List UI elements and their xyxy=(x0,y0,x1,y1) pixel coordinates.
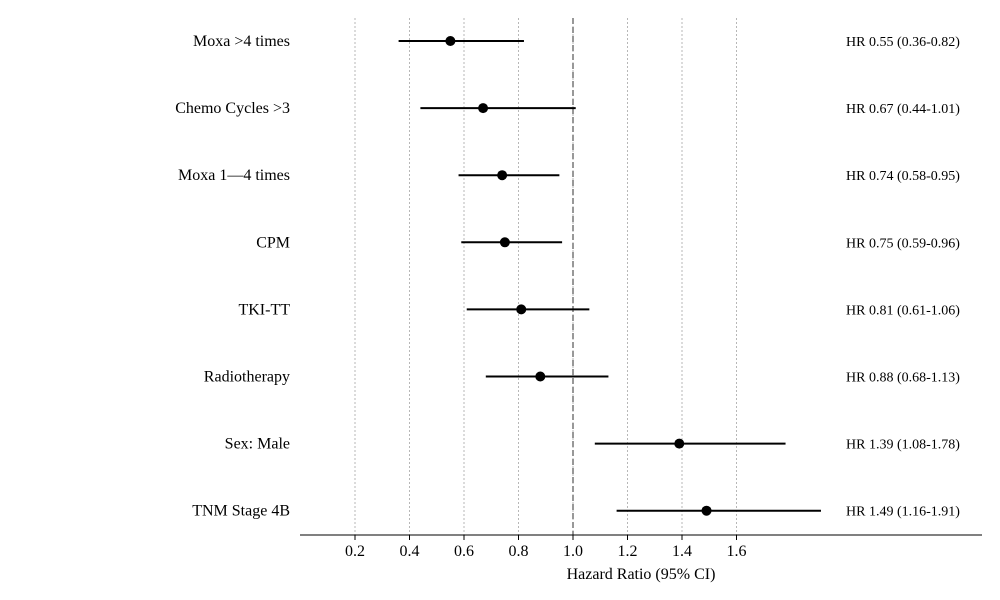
forest-row: Sex: Male HR 1.39 (1.08-1.78) xyxy=(225,436,961,453)
row-label: Moxa 1—4 times xyxy=(178,167,290,184)
forest-row: Moxa 1—4 times HR 0.74 (0.58-0.95) xyxy=(178,167,960,184)
hr-point xyxy=(701,505,712,516)
x-tick-label: 1.4 xyxy=(672,543,692,560)
hr-point xyxy=(674,438,685,449)
forest-row: CPM HR 0.75 (0.59-0.96) xyxy=(256,234,960,251)
forest-row: Radiotherapy HR 0.88 (0.68-1.13) xyxy=(204,369,960,386)
hr-value-label: HR 0.55 (0.36-0.82) xyxy=(846,35,960,50)
x-tick-label: 0.8 xyxy=(509,543,529,560)
hr-value-label: HR 0.81 (0.61-1.06) xyxy=(846,303,960,318)
row-label: TKI-TT xyxy=(238,301,290,318)
forest-row: TKI-TT HR 0.81 (0.61-1.06) xyxy=(238,301,960,318)
forest-rows: Moxa >4 times HR 0.55 (0.36-0.82) Chemo Cy… xyxy=(175,33,960,520)
gridlines xyxy=(354,18,737,535)
hr-value-label: HR 0.88 (0.68-1.13) xyxy=(846,371,960,386)
hr-point xyxy=(516,304,527,315)
hr-value-label: HR 1.49 (1.16-1.91) xyxy=(846,505,960,520)
hr-point xyxy=(497,170,508,181)
forest-row: Moxa >4 times HR 0.55 (0.36-0.82) xyxy=(193,33,960,50)
hr-value-label: HR 0.75 (0.59-0.96) xyxy=(846,236,960,251)
x-tick-label: 0.4 xyxy=(400,543,420,560)
row-label: Sex: Male xyxy=(225,436,290,453)
hr-value-label: HR 0.67 (0.44-1.01) xyxy=(846,102,960,117)
x-axis-title: Hazard Ratio (95% CI) xyxy=(567,566,716,583)
hr-point xyxy=(478,103,489,114)
forest-row: TNM Stage 4B HR 1.49 (1.16-1.91) xyxy=(192,503,960,520)
row-label: Chemo Cycles >3 xyxy=(175,100,290,117)
row-label: Moxa >4 times xyxy=(193,33,290,50)
hr-value-label: HR 0.74 (0.58-0.95) xyxy=(846,169,960,184)
forest-row: Chemo Cycles >3 HR 0.67 (0.44-1.01) xyxy=(175,100,960,117)
row-label: Radiotherapy xyxy=(204,369,290,386)
row-label: TNM Stage 4B xyxy=(192,503,290,520)
hr-point xyxy=(535,371,546,382)
x-tick-label: 1.2 xyxy=(618,543,638,560)
x-tick-label: 0.2 xyxy=(345,543,365,560)
row-label: CPM xyxy=(256,234,290,251)
hr-point xyxy=(499,237,510,248)
x-tick-label: 1.6 xyxy=(727,543,747,560)
hr-point xyxy=(445,36,456,46)
hr-value-label: HR 1.39 (1.08-1.78) xyxy=(846,438,960,453)
x-axis-ticks: 0.2 0.4 0.6 0.8 1.0 1.2 1.4 1.6 xyxy=(345,535,747,560)
x-tick-label: 0.6 xyxy=(454,543,474,560)
x-tick-label: 1.0 xyxy=(563,543,583,560)
